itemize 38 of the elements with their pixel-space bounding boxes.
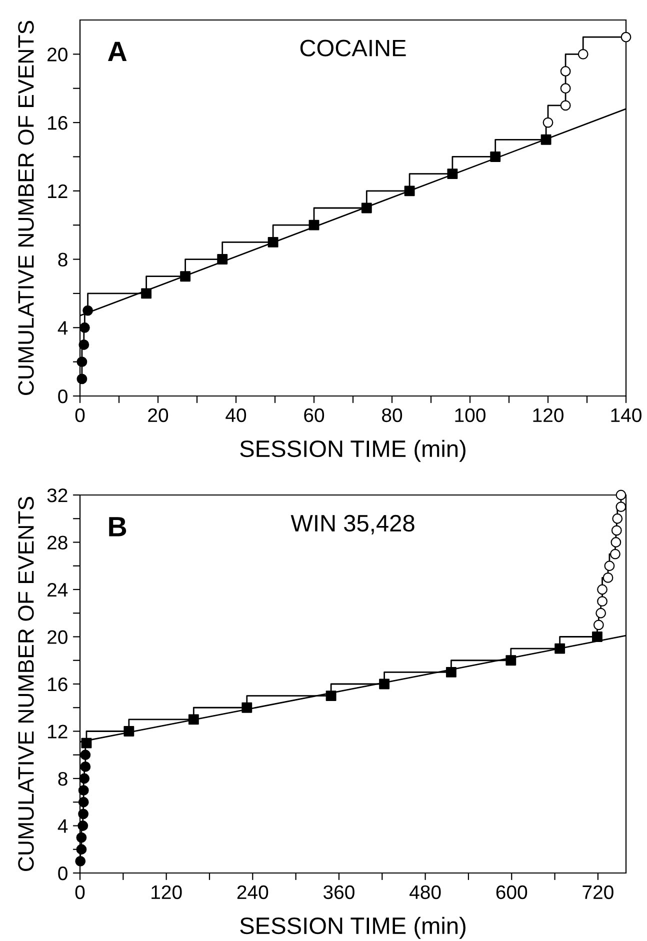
x-tick-label: 60	[304, 408, 324, 422]
y-tick-label: 24	[48, 582, 68, 597]
x-axis-title: SESSION TIME (min)	[240, 440, 466, 462]
y-tick-label: 0	[58, 389, 68, 404]
x-axis-title: SESSION TIME (min)	[240, 916, 466, 939]
y-tick-label: 16	[48, 116, 68, 130]
x-tick-label: 480	[410, 885, 441, 900]
y-tick-label: 4	[58, 321, 68, 335]
y-tick-label: 12	[48, 724, 68, 738]
x-tick-label: 80	[382, 408, 402, 422]
y-axis-title: CUMULATIVE NUMBER OF EVENTS	[18, 496, 34, 871]
y-tick-label: 16	[48, 677, 68, 692]
x-tick-label: 720	[582, 885, 614, 900]
y-tick-label: 28	[48, 536, 68, 550]
x-tick-label: 120	[152, 885, 182, 900]
x-tick-label: 600	[496, 885, 528, 900]
x-tick-label: 120	[533, 408, 564, 422]
x-tick-label: 0	[75, 408, 85, 422]
x-tick-label: 40	[226, 408, 246, 422]
y-tick-label: 8	[58, 252, 68, 267]
text: WIN 35,428	[290, 514, 414, 534]
text: COCAINE	[300, 40, 406, 56]
x-tick-label: 0	[75, 885, 85, 900]
y-tick-label: 32	[47, 488, 68, 502]
annotation: A	[108, 42, 127, 62]
x-tick-label: 20	[148, 408, 168, 422]
y-axis-title: CUMULATIVE NUMBER OF EVENTS	[18, 20, 34, 395]
y-tick-label: 20	[48, 48, 68, 62]
x-tick-label: 240	[237, 885, 268, 900]
x-tick-label: 100	[455, 408, 486, 422]
y-tick-label: 0	[58, 866, 68, 880]
x-tick-label: 140	[611, 408, 642, 422]
x-tick-label: 360	[323, 885, 354, 900]
y-tick-label: 12	[48, 184, 68, 198]
y-tick-label: 8	[58, 772, 68, 786]
annotation: B	[109, 517, 126, 536]
y-tick-label: 20	[48, 630, 68, 644]
y-tick-label: 4	[58, 819, 68, 833]
